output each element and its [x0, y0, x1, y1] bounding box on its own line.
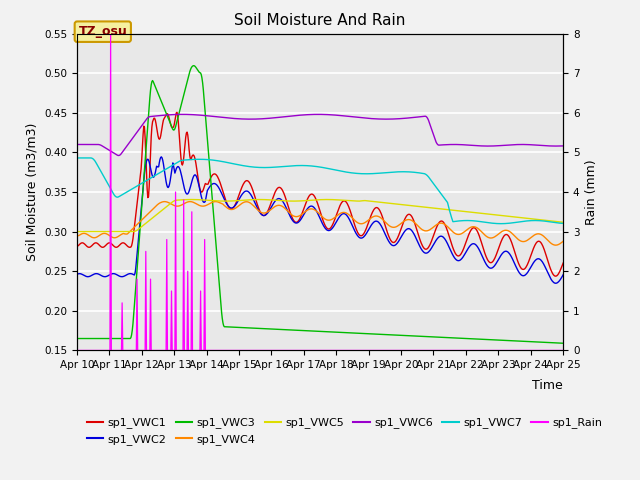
Y-axis label: Rain (mm): Rain (mm)	[585, 159, 598, 225]
Y-axis label: Soil Moisture (m3/m3): Soil Moisture (m3/m3)	[26, 123, 38, 261]
Title: Soil Moisture And Rain: Soil Moisture And Rain	[234, 13, 406, 28]
Legend: sp1_VWC1, sp1_VWC2, sp1_VWC3, sp1_VWC4, sp1_VWC5, sp1_VWC6, sp1_VWC7, sp1_Rain: sp1_VWC1, sp1_VWC2, sp1_VWC3, sp1_VWC4, …	[83, 413, 607, 449]
Text: Time: Time	[532, 379, 563, 392]
Text: TZ_osu: TZ_osu	[79, 25, 127, 38]
